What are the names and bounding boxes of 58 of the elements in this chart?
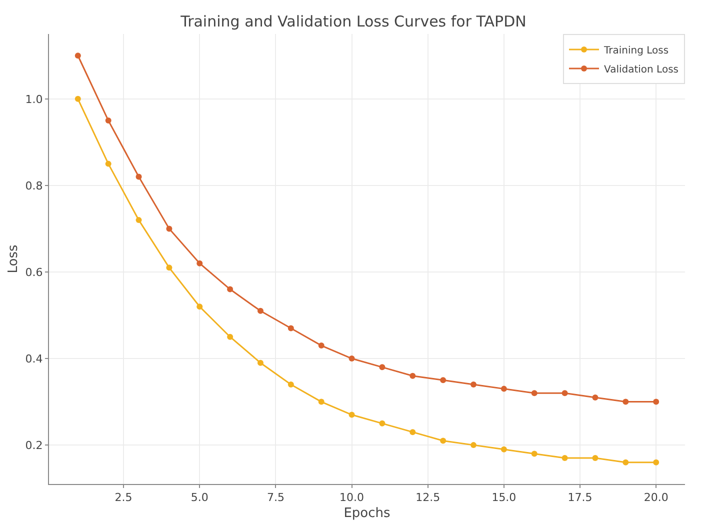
- point: [288, 381, 294, 388]
- x-tick-label: 17.5: [568, 491, 592, 504]
- point: [105, 160, 112, 167]
- point: [470, 442, 477, 448]
- point: [470, 381, 477, 388]
- point: [166, 264, 172, 271]
- x-axis-title: Epochs: [344, 506, 391, 521]
- x-tick-label: 5.0: [190, 491, 208, 504]
- x-tick-label: 2.5: [114, 491, 132, 504]
- x-tick-label: 20.0: [644, 491, 668, 504]
- point: [74, 96, 81, 102]
- point: [562, 390, 568, 396]
- point: [592, 394, 598, 400]
- point: [318, 398, 324, 405]
- y-tick-label: 0.6: [25, 266, 43, 279]
- point: [440, 438, 446, 444]
- point: [410, 429, 416, 436]
- point: [562, 455, 568, 462]
- point: [348, 412, 355, 418]
- point: [592, 455, 598, 462]
- point: [653, 398, 660, 405]
- point: [410, 372, 416, 379]
- point: [227, 334, 234, 340]
- legend-label: Validation Loss: [604, 64, 678, 76]
- y-tick-label: 1.0: [25, 92, 43, 106]
- point: [379, 364, 386, 370]
- point: [136, 174, 142, 180]
- point: [196, 260, 203, 266]
- point: [136, 217, 142, 224]
- point: [379, 420, 386, 426]
- y-axis-title: Loss: [6, 244, 22, 274]
- point: [531, 390, 538, 396]
- x-tick-label: 10.0: [340, 491, 364, 504]
- point: [531, 450, 538, 457]
- y-tick-label: 0.4: [25, 352, 43, 366]
- y-tick-label: 0.8: [25, 179, 43, 192]
- point: [74, 52, 81, 59]
- point: [622, 459, 629, 466]
- point: [196, 304, 203, 310]
- y-tick-label: 0.2: [25, 438, 43, 452]
- point: [440, 377, 446, 384]
- legend-label: Training Loss: [603, 45, 669, 56]
- point: [500, 386, 507, 392]
- point: [105, 118, 112, 124]
- point: [622, 398, 629, 405]
- point: [166, 226, 172, 232]
- point: [257, 308, 264, 314]
- point: [227, 286, 234, 292]
- point: [348, 356, 355, 362]
- x-tick-label: 7.5: [266, 491, 284, 504]
- x-tick-label: 15.0: [492, 491, 516, 504]
- point: [288, 325, 294, 332]
- point: [500, 446, 507, 452]
- point: [318, 342, 324, 349]
- point: [257, 360, 264, 366]
- x-tick-label: 12.5: [416, 491, 440, 504]
- chart-title: Training and Validation Loss Curves for TAPDN: [180, 12, 526, 30]
- point: [653, 459, 660, 466]
